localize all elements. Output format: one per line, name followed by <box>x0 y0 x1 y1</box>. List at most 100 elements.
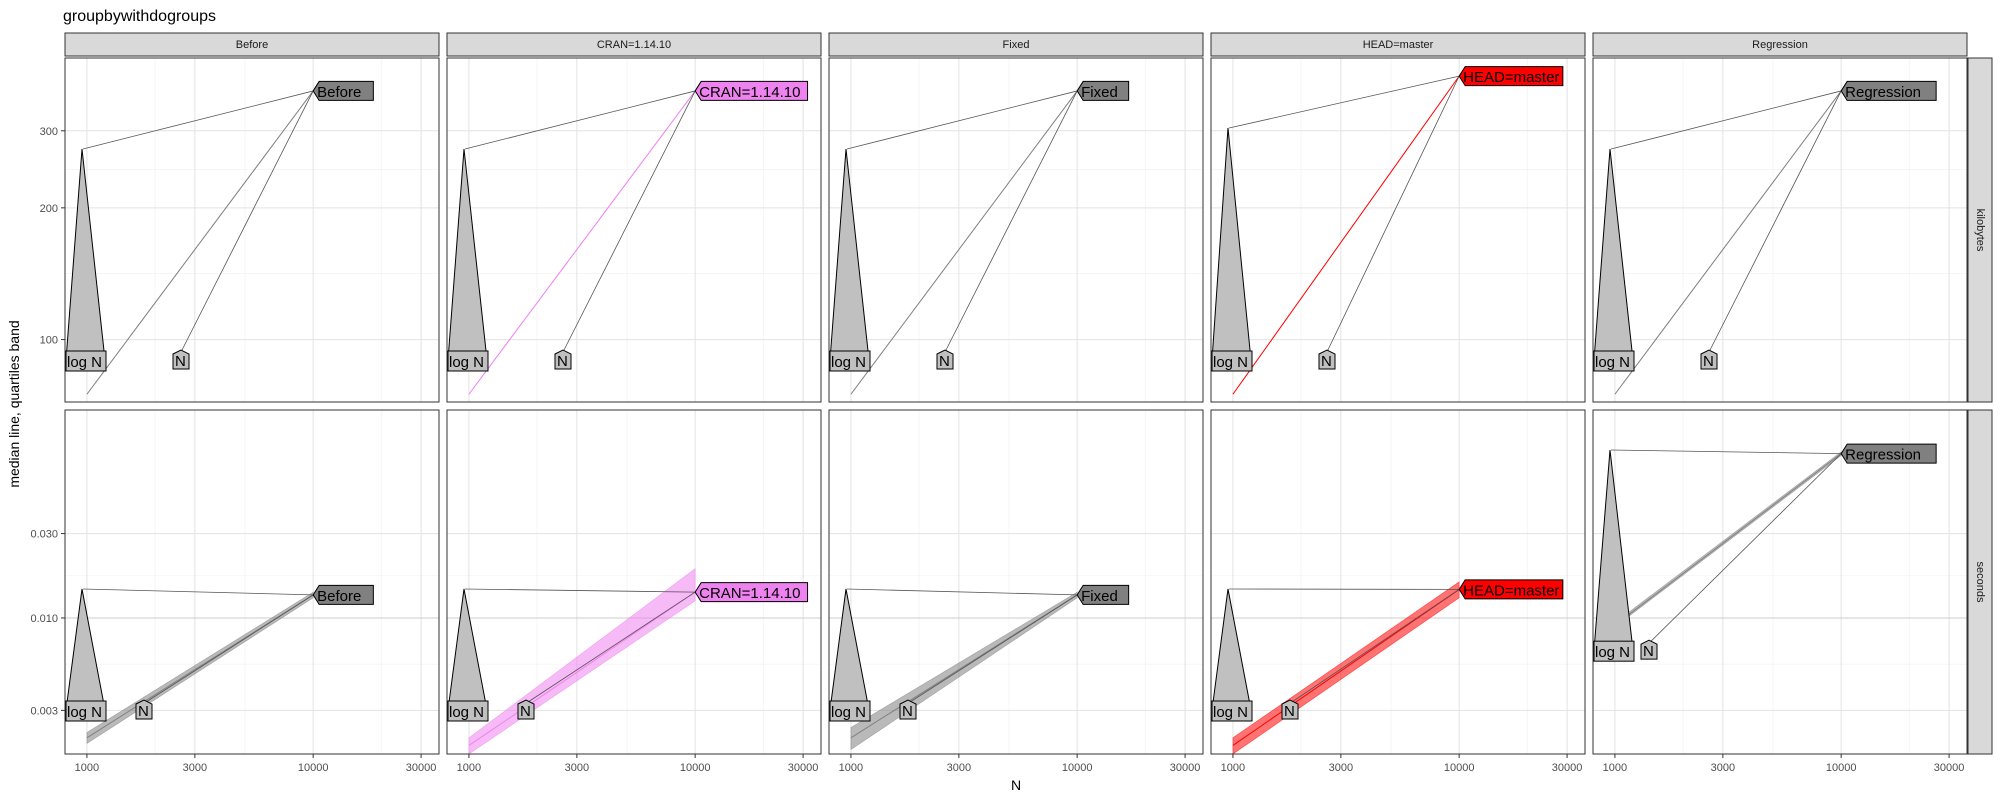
x-tick-label: 30000 <box>788 762 819 774</box>
y-tick-label: 100 <box>40 335 58 347</box>
series-end-label: Before <box>317 588 361 605</box>
log-label: log N <box>1213 354 1248 371</box>
facet-strip-label-head-master: HEAD=master <box>1363 39 1434 51</box>
log-label-leader <box>464 588 696 593</box>
panel-border <box>1592 409 1968 755</box>
x-tick-label: 1000 <box>839 762 863 774</box>
n-label-box <box>172 349 190 370</box>
series-end-label-box <box>312 80 374 101</box>
panel-border <box>446 409 822 755</box>
log-label-leader <box>1610 449 1842 455</box>
series-end-label-box <box>694 582 809 603</box>
y-tick-label: 0.003 <box>30 705 58 717</box>
n-label-box <box>1318 349 1336 370</box>
log-label: log N <box>449 354 484 371</box>
n-label-box <box>1640 639 1658 660</box>
n-label-leader <box>1707 90 1842 355</box>
n-label: N <box>1321 353 1332 370</box>
n-label-box <box>554 349 572 370</box>
panel-border <box>1210 57 1586 403</box>
x-tick-label: 10000 <box>298 762 329 774</box>
panel-border <box>446 57 822 403</box>
median-line <box>1232 75 1460 395</box>
x-tick-label: 30000 <box>1934 762 1965 774</box>
series-end-label-box <box>1458 579 1564 600</box>
n-label-leader <box>906 594 1078 705</box>
median-line <box>468 591 696 746</box>
x-tick-label: 10000 <box>680 762 711 774</box>
panel-background <box>447 410 821 754</box>
x-tick-label: 3000 <box>1329 762 1353 774</box>
panel-background <box>1593 58 1967 402</box>
log-label-box <box>829 350 871 372</box>
facet-strip-label-seconds: seconds <box>1974 562 1986 603</box>
series-end-label-box <box>1458 66 1564 87</box>
n-label: N <box>1643 643 1654 660</box>
panel-kilobytes-fixed: log N N Fixed <box>828 57 1204 403</box>
x-tick-label: 1000 <box>1221 762 1245 774</box>
panel-border <box>1210 409 1586 755</box>
panel-background <box>65 410 439 754</box>
panel-seconds-fixed: log N N Fixed <box>828 409 1204 755</box>
series-end-label-box <box>1840 443 1937 464</box>
n-label: N <box>902 703 913 720</box>
log-label: log N <box>67 354 102 371</box>
n-label: N <box>1284 703 1295 720</box>
facet-strip-cran-1-14-10 <box>446 32 822 57</box>
n-label-box <box>1700 349 1718 370</box>
panel-background <box>447 58 821 402</box>
log-label-box <box>1593 350 1635 372</box>
facet-strip-label-kilobytes: kilobytes <box>1974 209 1986 252</box>
n-label-box <box>1281 699 1299 720</box>
x-tick-label: 10000 <box>1826 762 1857 774</box>
series-end-label: Regression <box>1845 447 1921 464</box>
y-tick-label: 0.030 <box>30 529 58 541</box>
panel-seconds-head-master: log N N HEAD=master <box>1210 409 1586 755</box>
x-tick-label: 1000 <box>457 762 481 774</box>
x-tick-label: 30000 <box>1552 762 1583 774</box>
log-label: log N <box>831 354 866 371</box>
n-label: N <box>1703 353 1714 370</box>
median-line <box>1232 588 1460 746</box>
n-label: N <box>175 353 186 370</box>
panel-background <box>829 410 1203 754</box>
log-label: log N <box>831 704 866 721</box>
facet-strip-label-cran-1-14-10: CRAN=1.14.10 <box>597 39 671 51</box>
panel-kilobytes-regression: log N N Regression <box>1592 57 1968 403</box>
n-label-box <box>517 699 535 720</box>
median-line <box>468 90 696 395</box>
series-end-label-box <box>694 80 809 101</box>
log-label-box <box>829 700 871 722</box>
n-label: N <box>557 353 568 370</box>
facet-strip-regression <box>1592 32 1968 57</box>
n-label-leader <box>1647 453 1842 645</box>
median-line <box>86 90 314 395</box>
median-line <box>850 90 1078 395</box>
n-label-leader <box>179 90 314 355</box>
chart-title: groupbywithdogroups <box>63 8 216 25</box>
series-end-label: Regression <box>1845 84 1921 101</box>
panel-kilobytes-cran-1-14-10: log N N CRAN=1.14.10 <box>446 57 822 403</box>
y-tick-label: 200 <box>40 203 58 215</box>
panel-kilobytes-before: log N N Before <box>64 57 440 403</box>
x-axis-title: N <box>1011 777 1021 793</box>
panel-background <box>65 58 439 402</box>
y-tick-label: 300 <box>40 126 58 138</box>
log-label-leader <box>82 588 314 596</box>
log-label-leader <box>464 90 696 150</box>
log-label-leader <box>846 588 1078 596</box>
n-label: N <box>939 353 950 370</box>
series-end-label: Fixed <box>1081 588 1118 605</box>
log-label-leader <box>846 90 1078 150</box>
facet-strip-fixed <box>828 32 1204 57</box>
panel-background <box>829 58 1203 402</box>
log-label-box <box>447 700 489 722</box>
n-label: N <box>520 703 531 720</box>
x-tick-label: 3000 <box>1711 762 1735 774</box>
series-end-label: Before <box>317 84 361 101</box>
y-tick-label: 0.010 <box>30 613 58 625</box>
n-label-box <box>899 699 917 720</box>
panel-border <box>64 409 440 755</box>
series-end-label-box <box>1076 584 1130 605</box>
